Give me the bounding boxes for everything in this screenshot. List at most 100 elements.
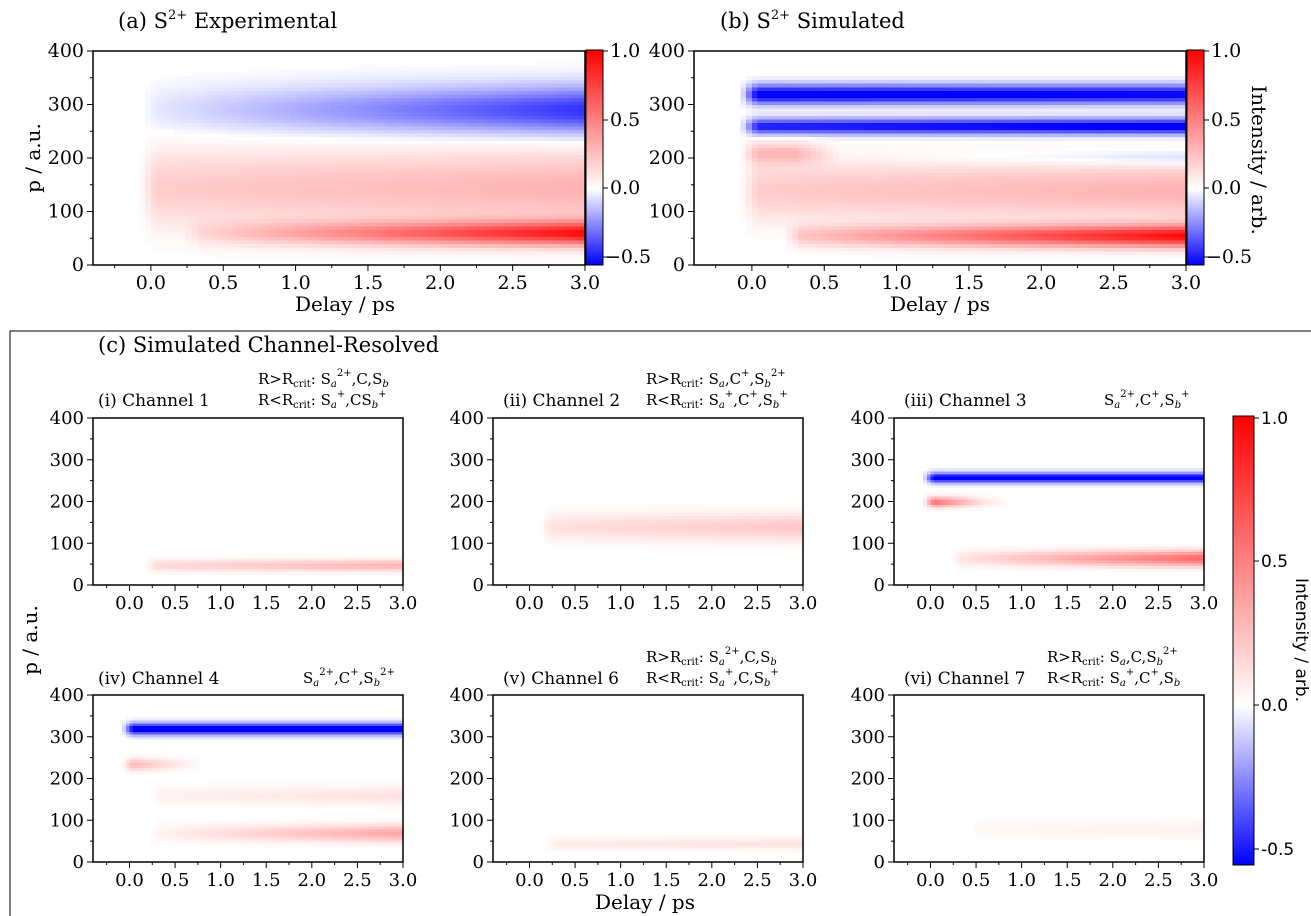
heatmap-cell [821, 79, 828, 84]
heatmap-cell [434, 250, 441, 255]
heatmap-cell [803, 197, 811, 202]
heatmap-cell [417, 232, 424, 238]
heatmap-cell [446, 118, 453, 123]
heatmap-cell [185, 147, 192, 152]
heatmap-cell [769, 108, 776, 113]
heatmap-cell [411, 186, 418, 191]
heatmap-cell [301, 172, 308, 177]
heatmap-cell [168, 240, 175, 245]
heatmap-cell [550, 250, 557, 255]
heatmap-cell [803, 172, 811, 177]
heatmap-cell [208, 215, 216, 220]
heatmap-cell [457, 147, 465, 152]
heatmap-cell [214, 154, 221, 159]
heatmap-cell [486, 97, 493, 102]
heatmap-cell [763, 197, 770, 202]
heatmap-cell [220, 161, 227, 166]
heatmap-cell [532, 247, 540, 252]
heatmap-cell [498, 133, 505, 138]
heatmap-cell [174, 197, 181, 202]
heatmap-cell [821, 222, 828, 227]
heatmap-cell [260, 68, 268, 73]
heatmap-cell [370, 125, 378, 131]
heatmap-cell [440, 65, 447, 70]
heatmap-cell [451, 79, 459, 84]
heatmap-cell [440, 232, 447, 238]
heatmap-cell [289, 161, 297, 166]
heatmap-cell [463, 90, 470, 95]
heatmap-cell [469, 204, 476, 209]
heatmap-cell [318, 172, 326, 177]
heatmap-cell [179, 182, 187, 188]
heatmap-cell [786, 225, 793, 230]
heatmap-cell [370, 229, 378, 234]
heatmap-cell [260, 115, 268, 120]
heatmap-cell [786, 218, 793, 223]
heatmap-cell [544, 197, 551, 202]
heatmap-cell [579, 168, 586, 173]
heatmap-cell [821, 150, 828, 156]
heatmap-cell [150, 108, 158, 113]
heatmap-cell [341, 172, 349, 177]
heatmap-cell [353, 104, 360, 109]
heatmap-cell [156, 165, 164, 170]
heatmap-cell [469, 100, 476, 106]
heatmap-cell [498, 158, 505, 163]
heatmap-cell [278, 190, 285, 195]
heatmap-cell [162, 165, 169, 170]
heatmap-cell [208, 93, 216, 98]
heatmap-cell [751, 75, 759, 81]
heatmap-cell [411, 190, 418, 195]
heatmap-cell [278, 225, 285, 230]
heatmap-cell [751, 154, 759, 159]
heatmap-cell [312, 115, 320, 120]
heatmap-cell [561, 118, 569, 123]
heatmap-cell [786, 90, 793, 95]
heatmap-cell [422, 136, 430, 141]
heatmap-cell [492, 232, 499, 238]
heatmap-cell [359, 72, 366, 77]
heatmap-cell [318, 243, 326, 248]
heatmap-cell [434, 83, 441, 88]
heatmap-cell [208, 218, 216, 223]
heatmap-cell [284, 133, 291, 138]
heatmap-cell [527, 104, 534, 109]
heatmap-cell [480, 197, 488, 202]
heatmap-cell [272, 111, 279, 116]
heatmap-cell [809, 247, 817, 252]
heatmap-cell [498, 150, 505, 156]
heatmap-cell [850, 218, 857, 223]
heatmap-cell [532, 229, 540, 234]
heatmap-cell [197, 218, 204, 223]
heatmap-cell [556, 165, 563, 170]
heatmap-cell [312, 222, 320, 227]
heatmap-cell [492, 111, 499, 116]
heatmap-cell [544, 175, 551, 180]
heatmap-cell [509, 79, 517, 84]
heatmap-cell [278, 111, 285, 116]
heatmap-cell [220, 108, 227, 113]
heatmap-cell [301, 229, 308, 234]
heatmap-cell [815, 111, 822, 116]
heatmap-cell [179, 150, 187, 156]
heatmap-cell [272, 143, 279, 148]
heatmap-cell [480, 229, 488, 234]
heatmap-cell [388, 197, 395, 202]
heatmap-cell [757, 165, 765, 170]
heatmap-cell [226, 111, 233, 116]
heatmap-cell [295, 236, 302, 241]
heatmap-cell [573, 215, 580, 220]
heatmap-cell [815, 232, 822, 238]
heatmap-cell [312, 111, 320, 116]
heatmap-cell [405, 100, 412, 106]
heatmap-cell [255, 172, 262, 177]
heatmap-cell [821, 111, 828, 116]
heatmap-cell [780, 140, 788, 145]
heatmap-cell [318, 133, 326, 138]
heatmap-cell [532, 236, 540, 241]
heatmap-cell [798, 225, 805, 230]
heatmap-cell [272, 86, 279, 91]
heatmap-cell [821, 250, 828, 255]
heatmap-cell [295, 243, 302, 248]
heatmap-cell [191, 229, 198, 234]
